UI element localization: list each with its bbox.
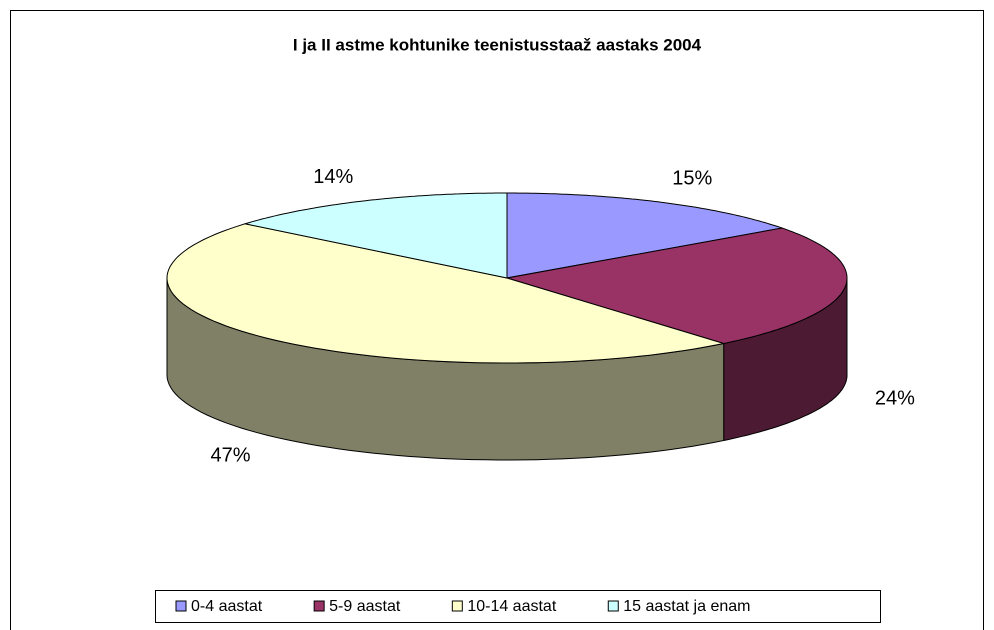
legend-swatch <box>313 600 325 612</box>
legend-swatch <box>175 600 187 612</box>
pie-tops <box>166 192 848 364</box>
legend: 0-4 aastat 5-9 aastat 10-14 aastat 15 aasta… <box>175 598 750 615</box>
pie-slice <box>506 227 848 345</box>
value-label: 47% <box>211 444 251 466</box>
legend-label: 5-9 aastat <box>329 598 401 615</box>
chart-title: I ja II astme kohtunike teenistusstaaž a… <box>293 35 702 54</box>
value-label: 14% <box>313 166 353 188</box>
value-labels: 15% 24% 47% 14% <box>211 166 916 466</box>
value-label: 24% <box>875 388 915 410</box>
pie-slice <box>506 192 783 279</box>
legend-box <box>155 590 881 623</box>
legend-label: 0-4 aastat <box>191 598 263 615</box>
legend-label: 15 aastat ja enam <box>623 598 750 615</box>
value-label: 15% <box>672 167 712 189</box>
legend-swatch <box>607 600 619 612</box>
pie-slice <box>244 192 508 279</box>
pie-slice <box>166 223 724 364</box>
legend-label: 10-14 aastat <box>467 598 557 615</box>
legend-swatch <box>451 600 463 612</box>
